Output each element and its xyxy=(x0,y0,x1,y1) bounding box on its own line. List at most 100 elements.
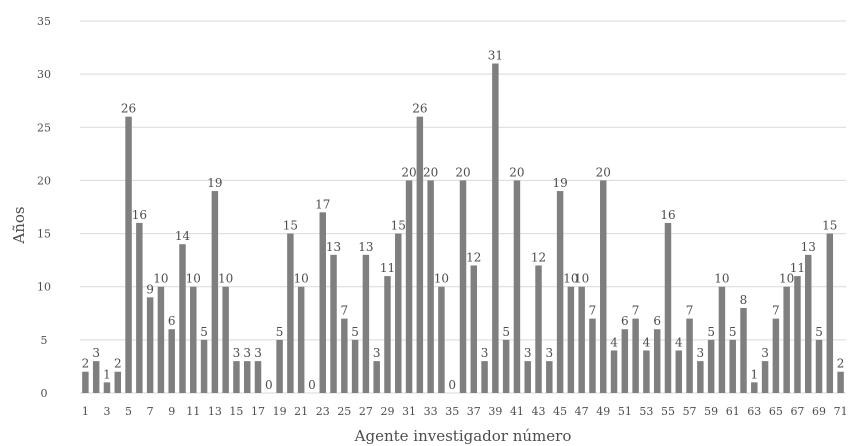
data-label: 10 xyxy=(563,272,578,286)
bar xyxy=(718,286,726,393)
x-tick-label: 45 xyxy=(553,405,567,418)
bar xyxy=(103,382,111,393)
data-label: 10 xyxy=(714,272,729,286)
data-label: 20 xyxy=(423,165,438,179)
bar xyxy=(697,361,704,393)
data-label: 26 xyxy=(121,102,136,116)
x-tick-label: 43 xyxy=(532,405,546,418)
bar xyxy=(761,361,769,393)
data-label: 4 xyxy=(643,335,651,349)
x-tick-label: 15 xyxy=(229,405,243,418)
data-label: 17 xyxy=(315,197,330,211)
data-label: 11 xyxy=(790,261,805,275)
data-label: 19 xyxy=(207,176,222,190)
bar xyxy=(524,361,531,393)
data-label: 3 xyxy=(481,346,489,360)
bar xyxy=(783,286,790,393)
bar xyxy=(492,63,499,394)
data-label: 26 xyxy=(412,102,427,116)
data-label: 0 xyxy=(448,378,456,392)
x-tick-label: 55 xyxy=(661,405,675,418)
bar xyxy=(740,307,747,393)
data-label: 7 xyxy=(341,304,349,318)
data-label: 3 xyxy=(373,346,381,360)
bar xyxy=(729,339,736,393)
x-tick-label: 59 xyxy=(704,405,718,418)
bar xyxy=(772,318,780,393)
y-tick-label: 15 xyxy=(37,228,51,241)
x-tick-label: 27 xyxy=(359,405,373,418)
bar xyxy=(686,318,693,393)
x-tick-label: 31 xyxy=(402,405,416,418)
x-tick-label: 7 xyxy=(147,405,154,418)
bar xyxy=(276,339,283,393)
data-label: 16 xyxy=(660,208,675,222)
bar xyxy=(427,180,434,393)
data-label: 3 xyxy=(243,346,251,360)
data-label: 7 xyxy=(589,304,597,318)
x-tick-label: 29 xyxy=(380,405,394,418)
data-label: 3 xyxy=(92,346,100,360)
data-label: 4 xyxy=(610,335,618,349)
data-label: 5 xyxy=(729,325,737,339)
x-tick-label: 47 xyxy=(575,405,589,418)
y-tick-label: 5 xyxy=(41,334,48,347)
bar xyxy=(502,339,510,393)
bar xyxy=(136,222,143,393)
bar xyxy=(751,382,758,393)
bar xyxy=(82,371,89,393)
bar xyxy=(481,361,488,393)
data-label: 15 xyxy=(822,219,837,233)
x-tick-label: 1 xyxy=(82,405,89,418)
data-label: 20 xyxy=(509,165,524,179)
bar xyxy=(168,329,175,393)
data-label: 5 xyxy=(502,325,510,339)
data-label: 5 xyxy=(351,325,359,339)
bar xyxy=(707,339,715,393)
bar xyxy=(254,361,262,393)
x-tick-label: 69 xyxy=(812,405,826,418)
x-tick-label: 51 xyxy=(618,405,632,418)
data-label: 11 xyxy=(380,261,395,275)
x-tick-label: 57 xyxy=(683,405,697,418)
bar xyxy=(664,222,672,393)
y-tick-label: 20 xyxy=(37,174,51,187)
data-label: 7 xyxy=(772,304,780,318)
bar xyxy=(815,339,823,393)
data-label: 9 xyxy=(146,282,154,296)
data-label: 3 xyxy=(761,346,769,360)
bar xyxy=(826,233,834,393)
bar xyxy=(341,318,348,393)
data-label: 7 xyxy=(686,304,694,318)
y-tick-label: 35 xyxy=(37,15,51,28)
data-label: 3 xyxy=(697,346,705,360)
data-label: 2 xyxy=(82,357,90,371)
bar xyxy=(837,371,844,393)
bar xyxy=(416,116,424,394)
x-tick-label: 61 xyxy=(726,405,740,418)
bars xyxy=(82,63,844,394)
bar xyxy=(556,191,564,393)
data-label: 0 xyxy=(265,378,273,392)
data-label: 15 xyxy=(283,219,298,233)
bar xyxy=(600,180,607,393)
bar xyxy=(546,361,553,393)
data-label: 0 xyxy=(308,378,316,392)
x-tick-label: 39 xyxy=(488,405,502,418)
x-tick-label: 25 xyxy=(337,405,351,418)
x-tick-label: 65 xyxy=(769,405,783,418)
bar xyxy=(351,339,359,393)
bar xyxy=(675,350,683,393)
data-label: 14 xyxy=(175,229,191,243)
bar xyxy=(405,180,413,393)
data-label: 20 xyxy=(401,165,416,179)
bar xyxy=(179,244,186,393)
bar xyxy=(200,339,208,393)
y-axis-title: Años xyxy=(10,206,28,244)
data-label: 5 xyxy=(815,325,823,339)
bar xyxy=(319,212,326,393)
bar xyxy=(330,254,337,393)
bar xyxy=(157,286,165,393)
